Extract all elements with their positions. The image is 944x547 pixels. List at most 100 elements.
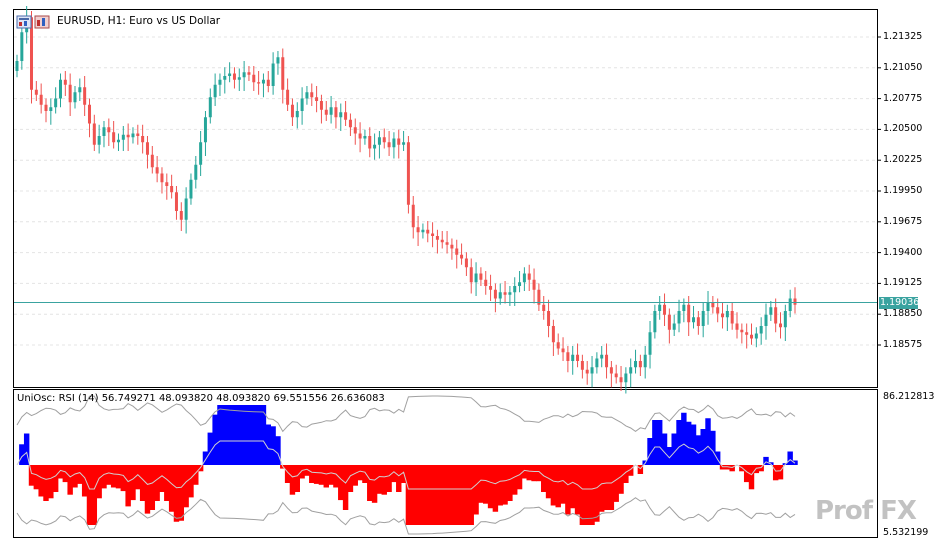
oscillator-min-label: 5.532199	[883, 527, 929, 538]
candle-body	[199, 142, 203, 165]
price-label: 1.21325	[883, 31, 923, 42]
candle-body	[445, 242, 449, 245]
candle-body	[672, 323, 676, 330]
candle-body	[730, 311, 734, 324]
candle-body	[194, 164, 198, 180]
candle-body	[566, 352, 570, 361]
candle-body	[252, 74, 256, 83]
oscillator-title: UniOsc: RSI (14) 56.749271 48.093820 48.…	[17, 393, 385, 404]
candle-body	[677, 311, 681, 324]
candle-body	[450, 244, 454, 249]
candle-body	[150, 154, 154, 168]
candle-body	[363, 136, 367, 139]
candle-body	[218, 79, 222, 85]
candle-body	[247, 72, 251, 75]
candle-body	[498, 292, 502, 299]
candle-body	[740, 329, 744, 333]
candle-body	[223, 76, 227, 80]
candle-body	[358, 133, 362, 139]
candle-body	[290, 104, 294, 118]
candle-body	[658, 304, 662, 311]
candle-body	[213, 84, 217, 98]
price-label: 1.21050	[883, 61, 923, 73]
candle-body	[368, 136, 372, 149]
candle-body	[174, 192, 178, 211]
main-pane-border	[13, 9, 878, 388]
signal-line	[16, 440, 796, 490]
candle-body	[754, 333, 758, 339]
candle-body	[769, 307, 773, 315]
candlestick-series	[15, 6, 797, 394]
candle-body	[63, 79, 67, 85]
chart-title: EURUSD, H1: Euro vs US Dollar	[57, 15, 221, 27]
price-label: 1.18575	[883, 339, 923, 350]
candle-body	[440, 239, 444, 243]
candle-body	[305, 92, 309, 99]
candle-body	[203, 117, 207, 143]
candle-body	[315, 97, 319, 101]
candle-body	[643, 354, 647, 368]
candle-body	[44, 104, 48, 111]
candle-body	[551, 326, 555, 343]
candle-body	[348, 119, 352, 128]
candle-body	[228, 73, 232, 76]
chart-properties-icon[interactable]	[34, 15, 50, 29]
candle-body	[479, 273, 483, 280]
candle-body	[455, 248, 459, 255]
candle-body	[189, 179, 193, 199]
candle-body	[397, 138, 401, 145]
candle-body	[653, 311, 657, 333]
candle-body	[257, 82, 261, 84]
candle-body	[590, 367, 594, 374]
candle-body	[735, 323, 739, 330]
candle-body	[518, 282, 522, 286]
candle-body	[387, 142, 391, 148]
candle-body	[344, 112, 348, 120]
candle-body	[92, 123, 96, 145]
candle-body	[605, 354, 609, 368]
candle-body	[78, 87, 82, 93]
candle-body	[49, 107, 53, 111]
candle-body	[692, 317, 696, 323]
candle-body	[667, 314, 671, 330]
upper-band-line	[16, 395, 796, 433]
chart-window-icon[interactable]	[16, 15, 32, 29]
candle-body	[774, 307, 778, 324]
candle-body	[522, 273, 526, 283]
candle-body	[131, 133, 135, 138]
candle-body	[29, 17, 33, 90]
candle-body	[373, 144, 377, 149]
candle-body	[547, 311, 551, 326]
price-label: 1.19950	[883, 185, 923, 196]
candle-body	[165, 182, 169, 186]
candle-body	[421, 229, 425, 233]
candle-body	[266, 79, 270, 86]
price-label: 1.20225	[883, 154, 923, 166]
candle-body	[609, 367, 613, 374]
candle-body	[624, 373, 628, 383]
candle-body	[600, 354, 604, 359]
candle-body	[629, 367, 633, 374]
candle-body	[411, 204, 415, 228]
candle-body	[537, 289, 541, 305]
candle-body	[20, 32, 24, 61]
candle-body	[696, 317, 700, 326]
candle-body	[261, 79, 265, 84]
candle-body	[435, 236, 439, 240]
price-label: 1.18850	[883, 308, 923, 320]
candle-body	[34, 89, 38, 95]
candle-body	[701, 311, 705, 326]
candle-body	[716, 307, 720, 314]
candle-body	[745, 332, 749, 335]
candle-body	[648, 332, 652, 355]
candle-body	[503, 292, 507, 295]
candle-body	[54, 98, 58, 108]
candle-body	[402, 142, 406, 145]
candle-body	[542, 304, 546, 311]
candle-body	[102, 127, 106, 136]
candle-body	[116, 139, 120, 143]
candle-body	[353, 127, 357, 134]
candle-body	[141, 136, 145, 143]
candle-body	[179, 211, 183, 220]
